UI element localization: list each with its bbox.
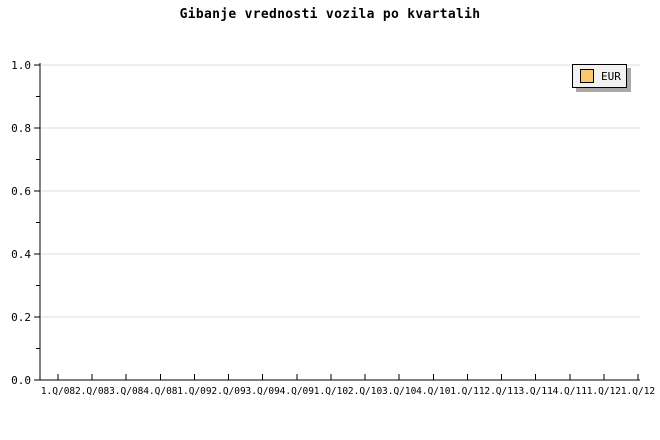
x-tick-label: 2.Q/08 xyxy=(75,386,110,397)
legend: EUR xyxy=(572,64,627,88)
legend-label: EUR xyxy=(601,69,621,83)
y-tick-label: 0.4 xyxy=(11,248,31,261)
x-tick-label: 2.Q/11 xyxy=(484,386,519,397)
x-tick-label: 1.Q/09 xyxy=(177,386,212,397)
x-tick-label: 2.Q/09 xyxy=(211,386,246,397)
legend-swatch-icon xyxy=(580,69,594,83)
x-tick-label: 3.Q/11 xyxy=(518,386,553,397)
x-tick-label: 3.Q/10 xyxy=(382,386,417,397)
x-tick-label: 1.Q/08 xyxy=(41,386,76,397)
chart-title: Gibanje vrednosti vozila po kvartalih xyxy=(179,7,481,22)
y-tick-label: 0.8 xyxy=(11,122,31,135)
x-tick-label: 3.Q/09 xyxy=(246,386,281,397)
y-tick-label: 0.6 xyxy=(11,185,31,198)
y-tick-label: 0.0 xyxy=(11,374,31,387)
x-tick-label: 4.Q/11 xyxy=(553,386,588,397)
x-tick-label: 1.Q/12 xyxy=(587,386,621,397)
x-tick-label: 1.Q/12 xyxy=(621,386,655,397)
x-tick-label: 1.Q/11 xyxy=(450,386,485,397)
x-tick-label: 3.Q/08 xyxy=(109,386,144,397)
x-tick-label: 2.Q/10 xyxy=(348,386,383,397)
x-tick-label: 1.Q/10 xyxy=(314,386,349,397)
x-tick-label: 4.Q/08 xyxy=(143,386,178,397)
y-tick-label: 0.2 xyxy=(11,311,31,324)
x-tick-label: 4.Q/10 xyxy=(416,386,451,397)
x-tick-label: 4.Q/09 xyxy=(280,386,315,397)
y-tick-label: 1.0 xyxy=(11,59,31,72)
